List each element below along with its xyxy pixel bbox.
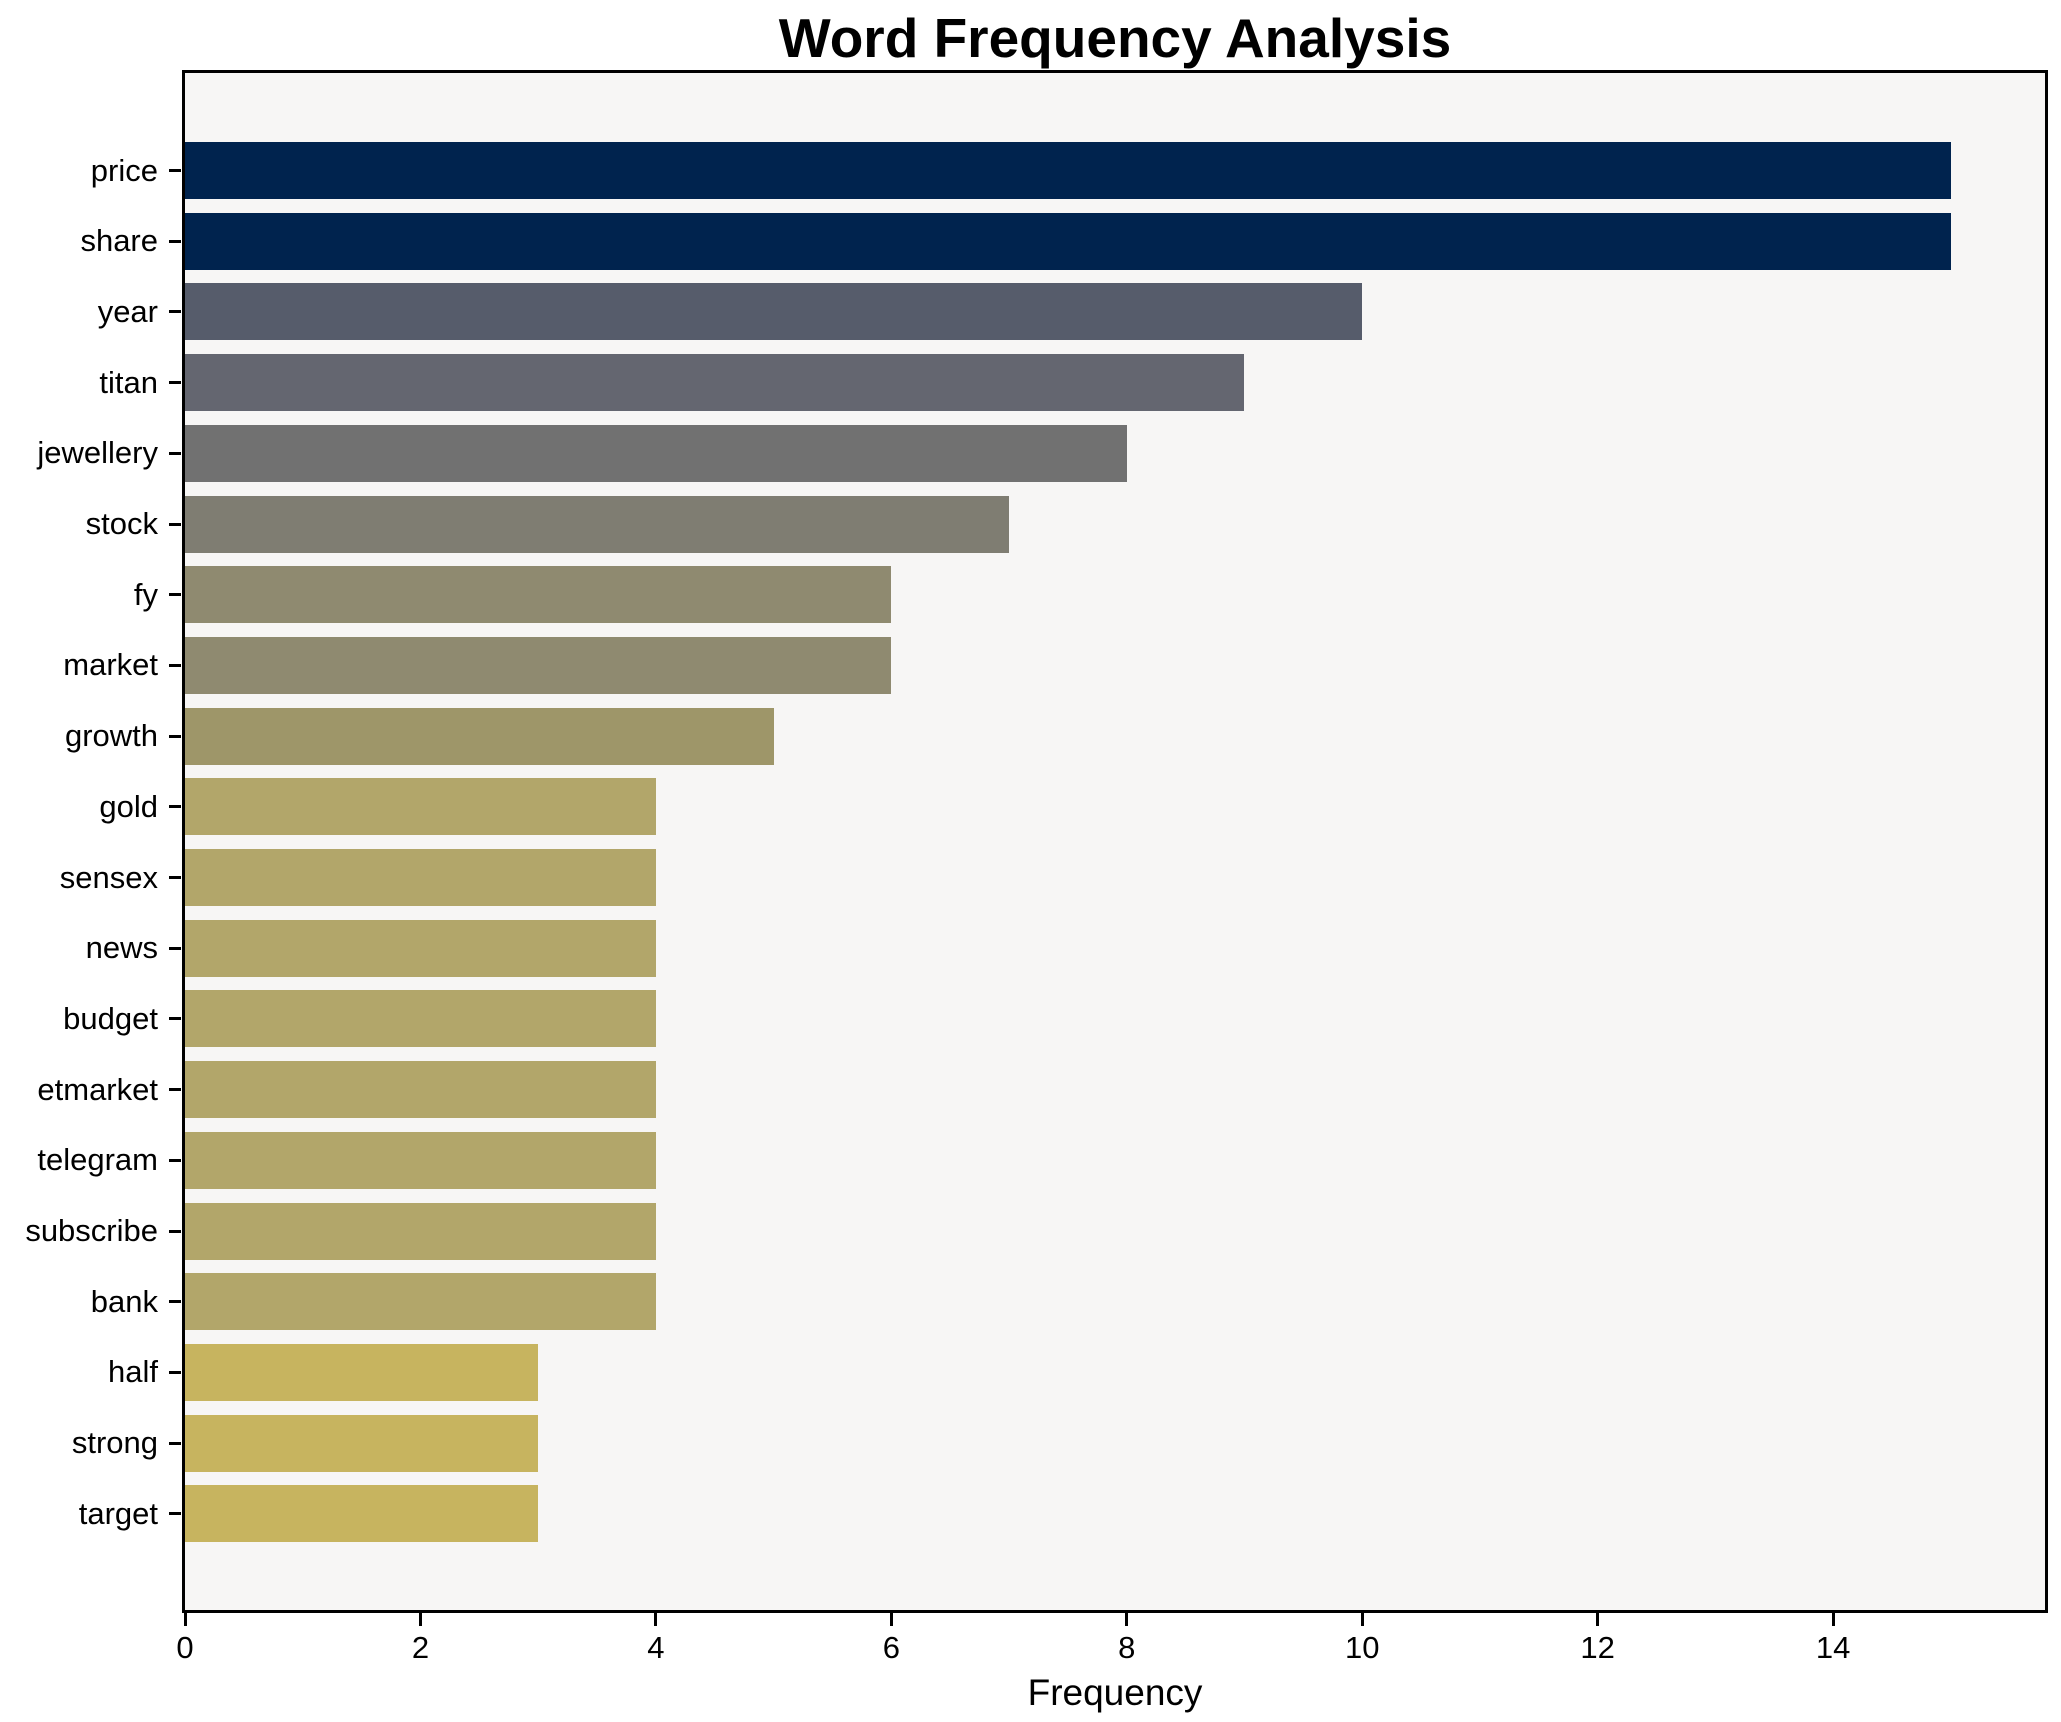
bar-fy [185,566,891,624]
bar-bank [185,1273,656,1331]
y-tick-label-strong: strong [71,1425,158,1461]
y-tick-mark [169,451,181,455]
y-tick-label-jewellery: jewellery [37,435,158,471]
x-tick-mark [183,1612,187,1626]
y-tick-mark [169,522,181,526]
y-tick-mark [169,1229,181,1233]
x-tick-mark [1596,1612,1600,1626]
x-tick-mark [1360,1612,1364,1626]
y-tick-mark [169,1441,181,1445]
x-tick-label-2: 2 [411,1630,430,1665]
plot-area [182,70,2048,1613]
y-tick-label-market: market [63,647,158,683]
y-tick-mark [169,1300,181,1304]
y-tick-mark [169,876,181,879]
y-tick-mark [169,1512,181,1516]
bar-growth [185,707,774,765]
chart-title: Word Frequency Analysis [778,7,1452,69]
x-tick-label-8: 8 [1118,1630,1136,1665]
y-tick-label-budget: budget [63,1000,158,1036]
x-tick-label-4: 4 [647,1630,665,1665]
bar-news [185,919,656,977]
bar-year [185,283,1362,341]
x-tick-label-10: 10 [1344,1630,1380,1665]
x-tick-label-14: 14 [1815,1630,1851,1665]
bar-target [185,1485,538,1543]
bar-etmarket [185,1061,656,1119]
x-tick-mark [1125,1612,1129,1626]
x-axis-label: Frequency [1027,1672,1203,1713]
bar-market [185,636,891,694]
y-tick-mark [169,593,181,597]
y-tick-label-target: target [78,1495,158,1531]
y-tick-label-year: year [97,293,158,329]
y-tick-label-telegram: telegram [37,1142,158,1178]
bar-strong [185,1414,538,1472]
y-tick-label-sensex: sensex [59,859,158,895]
bar-telegram [185,1131,656,1189]
x-tick-mark [889,1612,893,1626]
y-tick-label-titan: titan [99,364,158,400]
bar-budget [185,990,656,1048]
y-tick-label-subscribe: subscribe [25,1213,158,1248]
bar-jewellery [185,424,1127,482]
bar-subscribe [185,1202,656,1260]
y-tick-label-fy: fy [133,576,158,612]
y-tick-label-gold: gold [99,788,158,824]
bar-gold [185,778,656,836]
y-tick-label-price: price [90,152,158,188]
y-tick-mark [169,239,181,243]
bar-stock [185,495,1009,553]
y-tick-mark [169,169,181,172]
y-tick-label-news: news [85,930,158,966]
x-tick-mark [418,1612,422,1626]
y-tick-label-stock: stock [85,506,158,541]
bar-share [185,212,1951,270]
y-tick-mark [169,734,181,738]
y-tick-mark [169,1017,181,1021]
x-tick-label-12: 12 [1580,1630,1615,1665]
y-tick-label-growth: growth [64,718,158,754]
y-tick-mark [169,1158,181,1162]
x-tick-mark [1831,1612,1835,1626]
x-tick-label-6: 6 [882,1630,900,1665]
x-tick-mark [654,1612,658,1626]
y-tick-mark [169,663,181,667]
y-tick-mark [169,805,181,809]
y-tick-label-etmarket: etmarket [37,1071,158,1107]
y-tick-label-share: share [80,223,158,259]
x-tick-label-0: 0 [176,1630,194,1665]
y-tick-label-bank: bank [90,1283,158,1319]
y-tick-mark [169,381,181,385]
y-tick-label-half: half [108,1354,158,1390]
y-tick-mark [169,310,181,314]
y-tick-mark [169,946,181,950]
y-tick-mark [169,1088,181,1092]
bar-titan [185,354,1244,412]
bar-price [185,142,1951,199]
bar-sensex [185,849,656,906]
bar-half [185,1343,538,1401]
y-tick-mark [169,1370,181,1374]
